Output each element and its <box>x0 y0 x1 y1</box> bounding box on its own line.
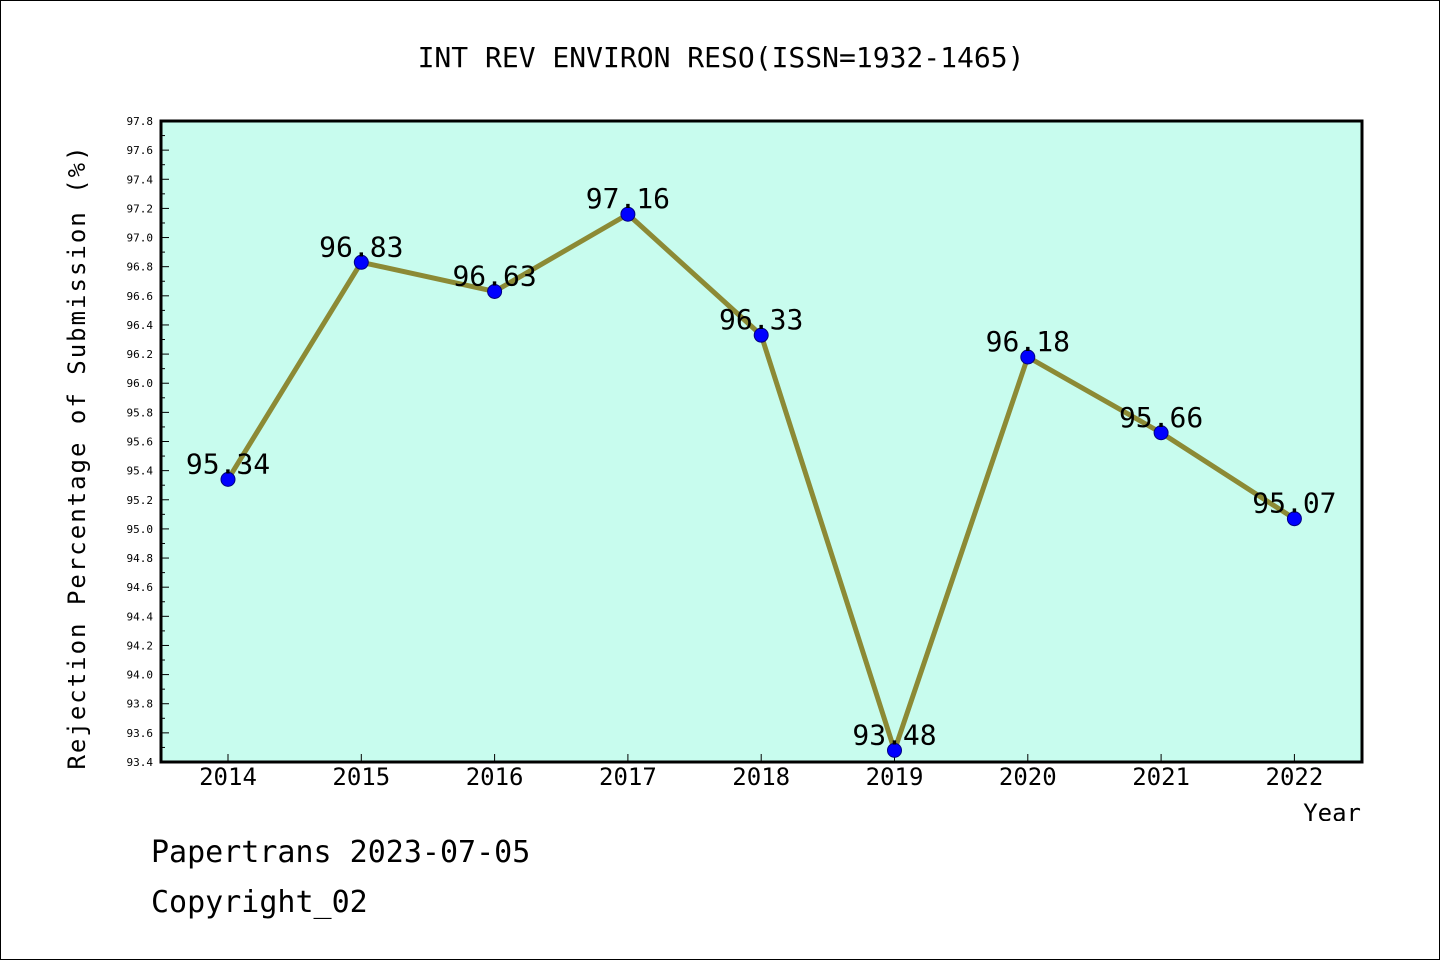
data-label: 97.16 <box>586 182 670 215</box>
data-label: 95.34 <box>186 447 270 480</box>
data-point <box>1020 349 1036 365</box>
data-label: 95.66 <box>1119 401 1203 434</box>
data-point <box>620 206 636 222</box>
line-chart: INT REV ENVIRON RESO(ISSN=1932-1465) 93.… <box>63 41 1364 827</box>
y-tick-label: 95.6 <box>127 436 154 449</box>
plot-area <box>159 119 1364 764</box>
y-axis-title: Rejection Percentage of Submission (%) <box>63 144 91 769</box>
y-tick-label: 96.4 <box>127 319 154 332</box>
y-tick-label: 93.4 <box>127 756 154 769</box>
y-tick-label: 94.4 <box>127 610 154 623</box>
source-date: Papertrans 2023-07-05 <box>151 835 531 870</box>
data-label: 96.83 <box>319 230 403 263</box>
y-tick-label: 97.4 <box>127 173 154 186</box>
y-tick-label: 96.2 <box>127 348 154 361</box>
y-tick-label: 95.8 <box>127 406 154 419</box>
y-tick-label: 97.6 <box>127 144 154 157</box>
y-tick-label: 95.4 <box>127 465 154 478</box>
y-tick-label: 97.8 <box>127 115 154 128</box>
data-point <box>353 254 369 270</box>
y-tick-label: 96.6 <box>127 290 154 303</box>
y-tick-label: 97.0 <box>127 232 154 245</box>
y-tick-label: 95.0 <box>127 523 154 536</box>
data-label: 96.63 <box>452 259 536 292</box>
y-tick-label: 94.0 <box>127 669 154 682</box>
data-label: 95.07 <box>1252 487 1336 520</box>
x-axis-title: Year <box>1303 799 1361 821</box>
x-tick-label: 2022 <box>1266 763 1324 791</box>
data-point <box>753 327 769 343</box>
x-tick-label: 2014 <box>199 763 257 791</box>
x-tick-label: 2017 <box>599 763 657 791</box>
data-series <box>220 206 1302 758</box>
data-point <box>1286 511 1302 527</box>
y-tick-label: 95.2 <box>127 494 154 507</box>
y-tick-label: 97.2 <box>127 202 154 215</box>
y-tick-label: 94.6 <box>127 581 154 594</box>
data-point <box>1153 425 1169 441</box>
y-axis-ticks: 93.4 93.6 93.8 94.0 94.2 94.4 94.6 94.8 95.0 95.2… <box>127 115 169 769</box>
copyright-note: Copyright_02 <box>151 885 368 920</box>
x-tick-label: 2020 <box>999 763 1057 791</box>
data-point <box>487 283 503 299</box>
y-tick-label: 94.2 <box>127 639 154 652</box>
x-tick-label: 2015 <box>332 763 390 791</box>
y-tick-label: 96.0 <box>127 377 154 390</box>
x-tick-label: 2018 <box>732 763 790 791</box>
data-label: 93.48 <box>852 718 936 751</box>
x-axis-ticks: 2014 2015 2016 2017 2018 2019 2020 2021 2022 <box>199 754 1323 791</box>
y-tick-label: 93.8 <box>127 698 154 711</box>
x-tick-label: 2019 <box>866 763 924 791</box>
y-tick-label: 93.6 <box>127 727 154 740</box>
data-label: 96.18 <box>986 325 1070 358</box>
y-tick-label: 94.8 <box>127 552 154 565</box>
data-point <box>887 742 902 758</box>
data-label: 96.33 <box>719 303 803 336</box>
y-tick-label: 96.8 <box>127 261 154 274</box>
data-point <box>220 471 236 487</box>
x-tick-label: 2016 <box>466 763 524 791</box>
chart-title: INT REV ENVIRON RESO(ISSN=1932-1465) <box>418 41 1025 74</box>
x-tick-label: 2021 <box>1132 763 1190 791</box>
data-labels: 95.34 96.83 96.63 97.16 96.33 93.48 96.18 95.66… <box>186 182 1337 751</box>
